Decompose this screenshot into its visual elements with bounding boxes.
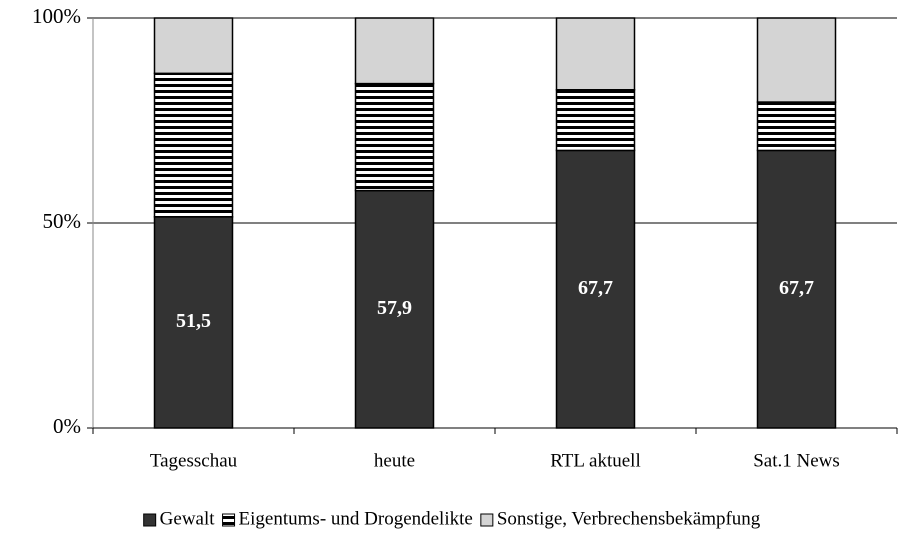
x-tick-label: RTL aktuell [550, 450, 641, 471]
bar-segment [354, 17, 435, 85]
x-tick-label: heute [374, 450, 415, 471]
bar-segment [153, 72, 234, 218]
data-label: 67,7 [779, 277, 814, 299]
legend-swatch [222, 513, 236, 527]
bar-segment [153, 17, 234, 75]
y-tick-label: 50% [43, 209, 82, 233]
legend-label: Sonstige, Verbrechensbekämpfung [497, 508, 761, 529]
bar-segment [153, 216, 234, 429]
y-tick-label: 0% [53, 414, 81, 438]
bar-segment [555, 89, 636, 152]
data-label: 51,5 [176, 310, 211, 332]
legend-swatch [143, 513, 157, 527]
bar-segment [555, 17, 636, 91]
legend-swatch [480, 513, 494, 527]
data-label: 67,7 [578, 277, 613, 299]
legend-label: Eigentums- und Drogendelikte [239, 508, 473, 529]
bar-segment [756, 101, 837, 152]
bar-segment [354, 82, 435, 192]
x-tick-label: Tagesschau [150, 450, 238, 471]
legend-label: Gewalt [160, 508, 216, 529]
data-label: 57,9 [377, 297, 412, 319]
bar-segment [756, 17, 837, 103]
x-tick-label: Sat.1 News [753, 450, 840, 471]
y-tick-label: 100% [32, 4, 81, 28]
